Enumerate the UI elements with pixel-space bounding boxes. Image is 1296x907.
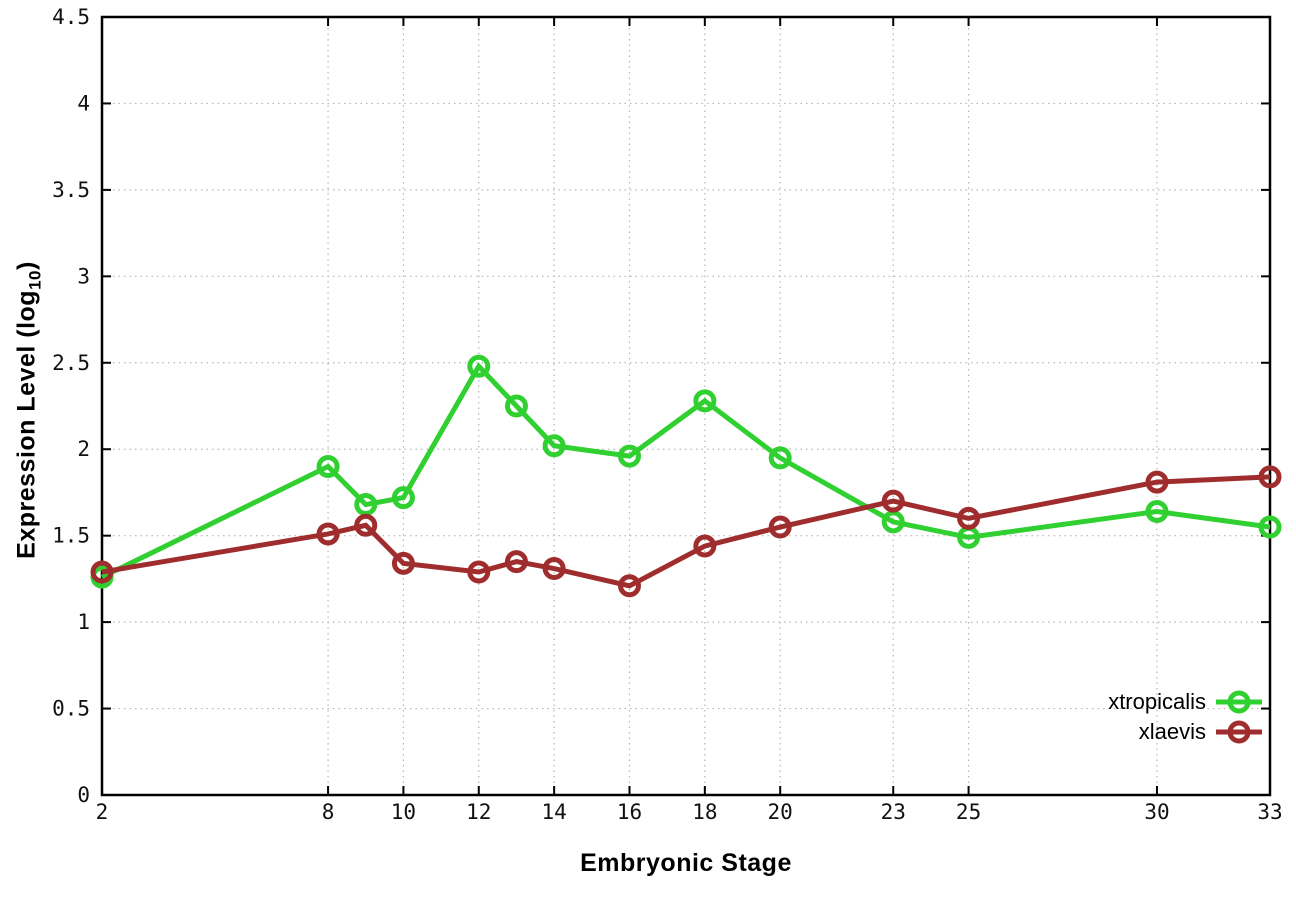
- data-point-xlaevis: [1258, 465, 1282, 489]
- x-axis-title: Embryonic Stage: [580, 849, 792, 877]
- data-point-xlaevis: [617, 574, 641, 598]
- data-point-xtropicalis: [391, 486, 415, 510]
- x-tick-label: 23: [881, 800, 906, 824]
- y-tick-label: 2.5: [52, 351, 90, 375]
- y-tick-label: 3: [77, 264, 90, 288]
- series-line-xtropicalis: [100, 362, 1271, 580]
- y-tick-label: 0.5: [52, 697, 90, 721]
- y-tick-label: 1: [77, 610, 90, 634]
- data-point-xlaevis: [504, 550, 528, 574]
- data-point-xlaevis: [90, 560, 114, 584]
- legend-item-xtropicalis: xtropicalis: [1108, 687, 1262, 717]
- y-tick-label: 3.5: [52, 178, 90, 202]
- data-point-xlaevis: [957, 506, 981, 530]
- y-tick-label: 4: [77, 91, 90, 115]
- legend-label-xtropicalis: xtropicalis: [1108, 689, 1206, 714]
- data-point-xtropicalis: [768, 446, 792, 470]
- data-point-xtropicalis: [504, 394, 528, 418]
- legend-marker-xtropicalis-icon: [1216, 690, 1262, 714]
- x-tick-label: 2: [96, 800, 109, 824]
- data-point-xlaevis: [542, 557, 566, 581]
- data-point-xtropicalis: [693, 389, 717, 413]
- y-axis-title-subscript: 10: [25, 269, 45, 290]
- data-point-xlaevis: [467, 560, 491, 584]
- y-tick-label: 4.5: [52, 5, 90, 29]
- data-point-xlaevis: [354, 513, 378, 537]
- data-point-xlaevis: [1145, 470, 1169, 494]
- data-point-xtropicalis: [542, 434, 566, 458]
- data-point-xlaevis: [316, 522, 340, 546]
- y-tick-label: 0: [77, 783, 90, 807]
- data-point-xlaevis: [768, 515, 792, 539]
- plot-border: [100, 15, 1272, 797]
- x-tick-label: 8: [322, 800, 335, 824]
- x-tick-label: 18: [692, 800, 717, 824]
- x-tick-label: 30: [1144, 800, 1169, 824]
- data-point-xtropicalis: [354, 493, 378, 517]
- y-tick-label: 2: [77, 437, 90, 461]
- legend: xtropicalis xlaevis: [1108, 687, 1262, 747]
- x-tick-label: 16: [617, 800, 642, 824]
- x-tick-label: 33: [1257, 800, 1282, 824]
- data-point-xtropicalis: [881, 510, 905, 534]
- legend-item-xlaevis: xlaevis: [1108, 717, 1262, 747]
- x-tick-label: 14: [541, 800, 566, 824]
- legend-marker-xlaevis-icon: [1216, 720, 1262, 744]
- data-point-xtropicalis: [1145, 499, 1169, 523]
- data-point-xtropicalis: [1258, 515, 1282, 539]
- x-tick-label: 20: [768, 800, 793, 824]
- data-point-xlaevis: [391, 551, 415, 575]
- legend-label-xlaevis: xlaevis: [1138, 719, 1206, 744]
- y-tick-label: 1.5: [52, 524, 90, 548]
- x-tick-label: 25: [956, 800, 981, 824]
- y-axis-title: Expression Level (log10): [13, 261, 46, 559]
- x-tick-label: 12: [466, 800, 491, 824]
- data-point-xlaevis: [693, 534, 717, 558]
- data-point-xtropicalis: [467, 354, 491, 378]
- data-point-xtropicalis: [316, 455, 340, 479]
- y-axis-title-main: Expression Level (log: [12, 289, 41, 559]
- x-tick-label: 10: [391, 800, 416, 824]
- y-axis-title-end: ): [12, 261, 41, 270]
- data-point-xtropicalis: [617, 444, 641, 468]
- data-point-xlaevis: [881, 489, 905, 513]
